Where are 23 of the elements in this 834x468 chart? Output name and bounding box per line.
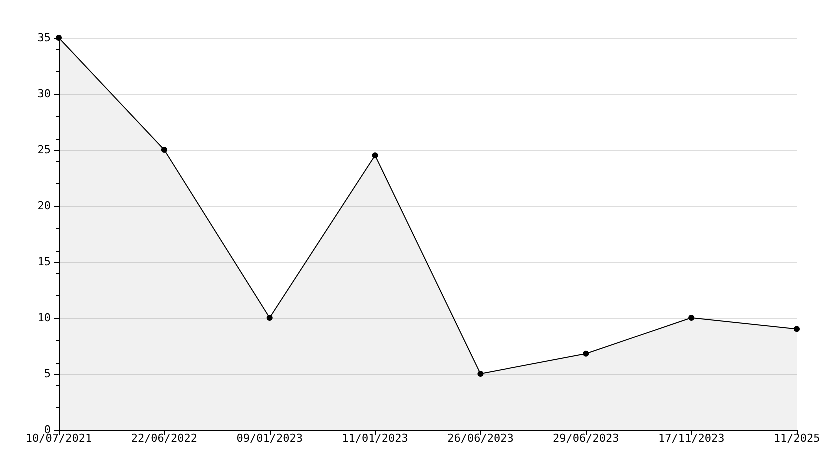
y-tick-label: 5 bbox=[44, 368, 51, 380]
y-tick-label: 35 bbox=[38, 32, 51, 44]
x-tick-label: 10/07/2021 bbox=[26, 432, 92, 445]
point bbox=[266, 315, 273, 321]
x-tick-label: 29/06/2023 bbox=[553, 432, 620, 445]
x-tick-label: 09/01/2023 bbox=[236, 432, 303, 445]
x-tick-label: 11/2025 bbox=[774, 432, 820, 445]
y-tick-label: 30 bbox=[38, 88, 51, 100]
y-tick-label: 20 bbox=[38, 200, 51, 212]
y-tick-label: 15 bbox=[38, 256, 51, 268]
x-tick-label: 11/01/2023 bbox=[342, 432, 408, 445]
point bbox=[372, 152, 378, 159]
x-tick-label: 17/11/2023 bbox=[658, 432, 725, 445]
point bbox=[478, 371, 484, 377]
point bbox=[794, 326, 800, 332]
x-tick-label: 22/06/2022 bbox=[131, 432, 198, 445]
point bbox=[583, 350, 590, 357]
point bbox=[161, 147, 168, 153]
y-tick-label: 10 bbox=[38, 312, 51, 324]
point bbox=[688, 315, 695, 321]
x-tick-label: 26/06/2023 bbox=[448, 432, 514, 445]
point bbox=[56, 35, 62, 41]
y-tick-label: 25 bbox=[38, 144, 51, 156]
